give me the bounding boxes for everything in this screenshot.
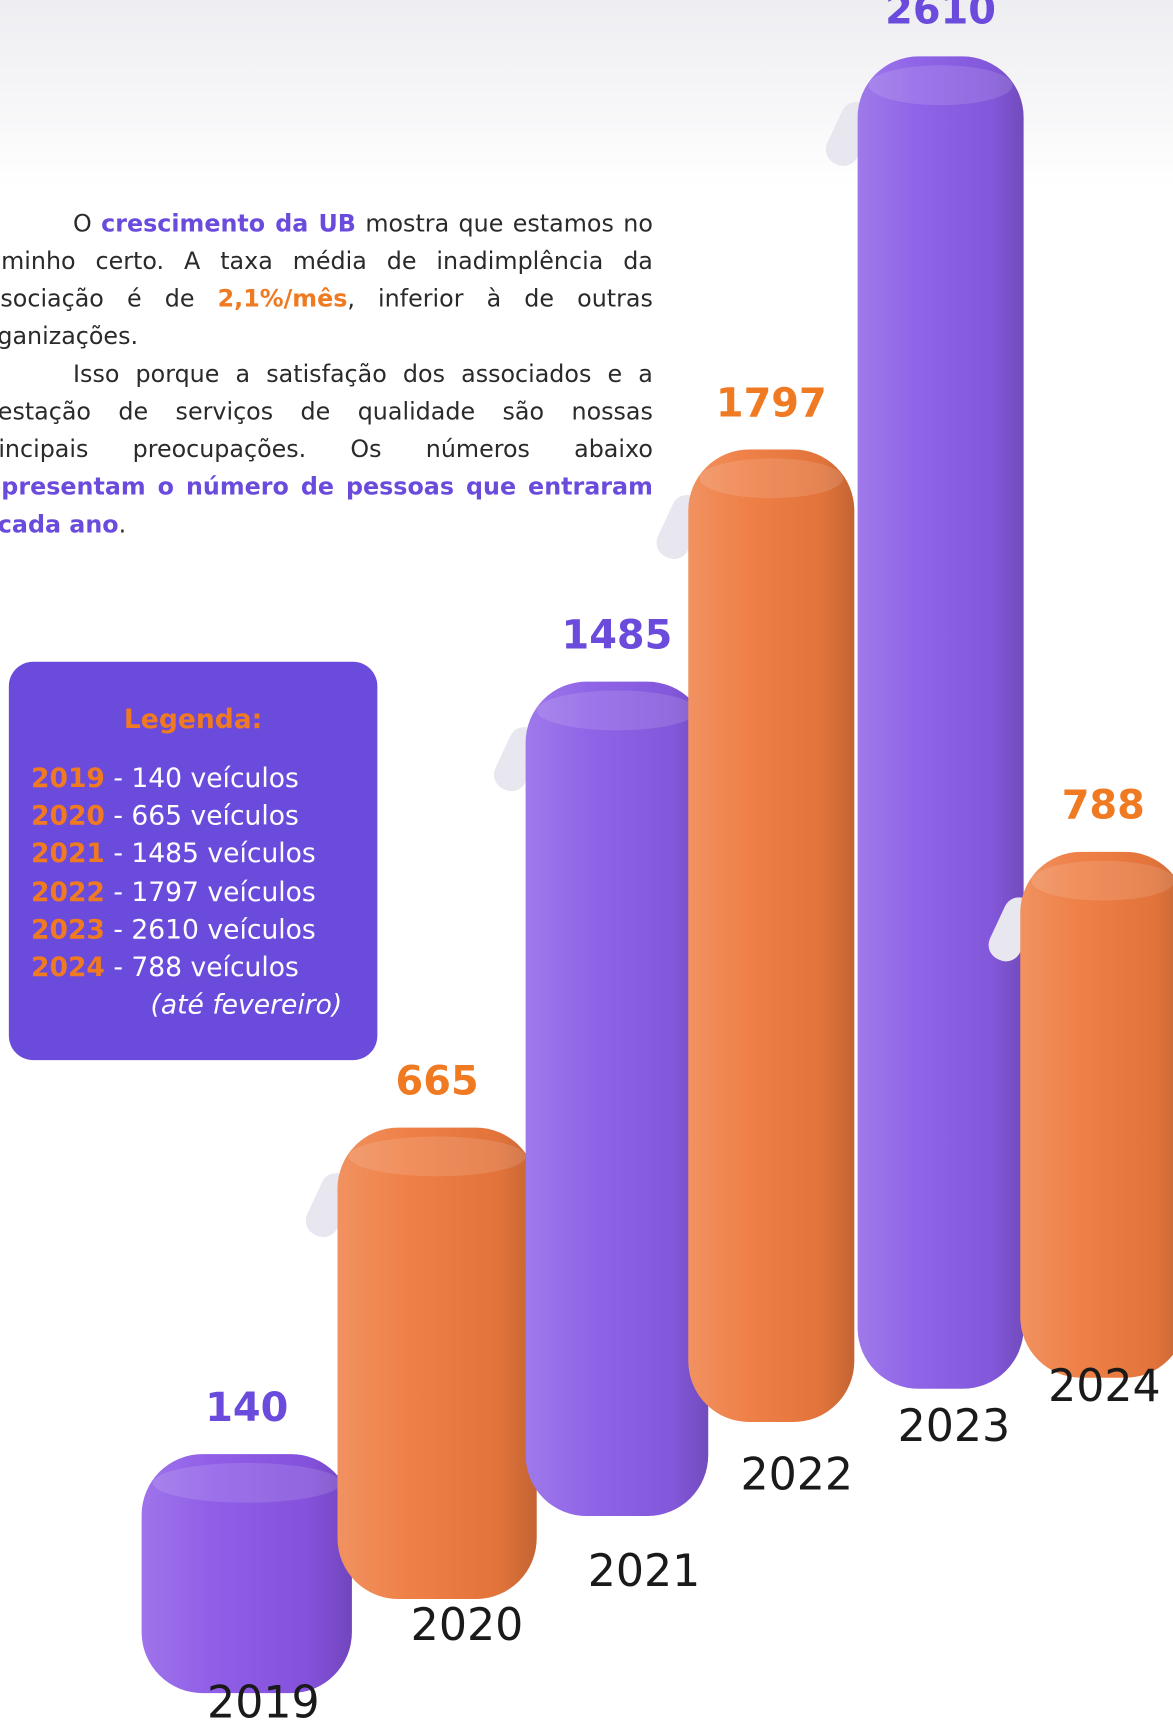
- bar-cap: [537, 691, 697, 731]
- value-label: 2610: [885, 0, 996, 33]
- x-tick-label: 2023: [898, 1401, 1011, 1452]
- bar-cap: [349, 1136, 526, 1176]
- bar-shade: [338, 1128, 537, 1599]
- bar-cap: [1031, 861, 1173, 901]
- x-tick-label: 2022: [740, 1449, 853, 1500]
- value-label: 1797: [716, 380, 827, 426]
- x-tick-label: 2019: [207, 1677, 320, 1728]
- chart: 140 2019 665 2020 1485 2021 1797 2022 2610 2023 78…: [0, 0, 1173, 1735]
- page: O crescimento da UB mostra que estamos n…: [0, 0, 1173, 1735]
- bar-shade: [858, 56, 1024, 1388]
- bar-cap: [153, 1463, 341, 1503]
- value-label: 665: [396, 1058, 479, 1104]
- value-label: 140: [205, 1385, 288, 1431]
- bar-cap: [869, 65, 1013, 105]
- x-tick-label: 2020: [411, 1600, 524, 1651]
- bar-cap: [699, 458, 843, 498]
- bar-shade: [688, 450, 854, 1422]
- value-label: 788: [1062, 783, 1145, 829]
- bar-shade: [1020, 852, 1173, 1378]
- x-tick-label: 2021: [588, 1546, 701, 1597]
- x-tick-label: 2024: [1048, 1361, 1161, 1412]
- value-label: 1485: [561, 612, 672, 658]
- bar-shade: [526, 682, 709, 1516]
